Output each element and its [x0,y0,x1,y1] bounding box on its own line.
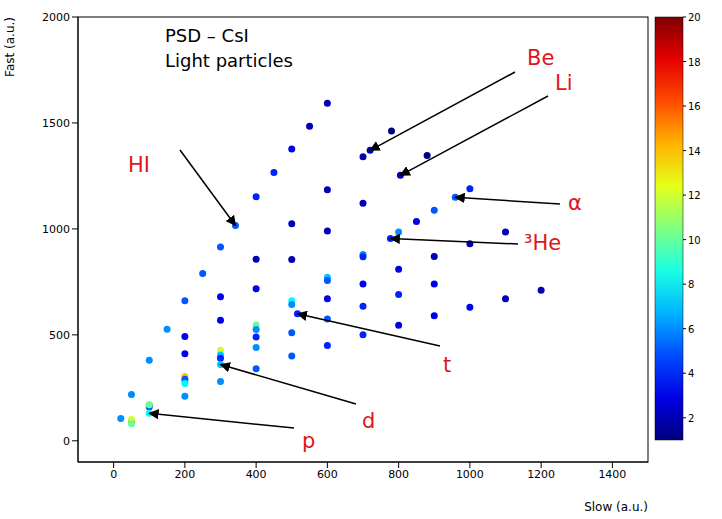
svg-text:1000: 1000 [42,223,70,236]
svg-text:16: 16 [688,101,701,112]
svg-text:200: 200 [174,468,195,481]
svg-text:14: 14 [688,146,701,157]
svg-text:4: 4 [688,368,694,379]
svg-text:500: 500 [49,329,70,342]
svg-text:Li: Li [555,71,573,95]
svg-text:p: p [302,429,315,453]
svg-text:0: 0 [110,468,117,481]
svg-text:8: 8 [688,279,694,290]
svg-text:1500: 1500 [42,117,70,130]
svg-text:α: α [568,191,582,215]
svg-text:2000: 2000 [42,11,70,24]
svg-text:18: 18 [688,57,701,68]
svg-text:10: 10 [688,235,701,246]
svg-text:HI: HI [128,153,150,177]
svg-text:800: 800 [388,468,409,481]
svg-text:0: 0 [63,435,70,448]
svg-text:1200: 1200 [527,468,555,481]
svg-text:Fast (a.u.): Fast (a.u.) [3,17,17,77]
svg-text:d: d [362,409,375,433]
svg-text:PSD – CsI: PSD – CsI [165,25,249,46]
svg-text:1000: 1000 [456,468,484,481]
svg-text:20: 20 [688,12,701,23]
svg-text:600: 600 [317,468,338,481]
svg-text:2: 2 [688,413,694,424]
svg-text:Light particles: Light particles [165,50,293,71]
svg-text:12: 12 [688,190,701,201]
svg-text:Slow (a.u.): Slow (a.u.) [584,500,648,514]
svg-text:t: t [443,353,451,377]
svg-text:400: 400 [246,468,267,481]
svg-text:Be: Be [527,46,554,70]
svg-text:6: 6 [688,324,694,335]
svg-text:1400: 1400 [598,468,626,481]
svg-text:³He: ³He [524,231,561,255]
